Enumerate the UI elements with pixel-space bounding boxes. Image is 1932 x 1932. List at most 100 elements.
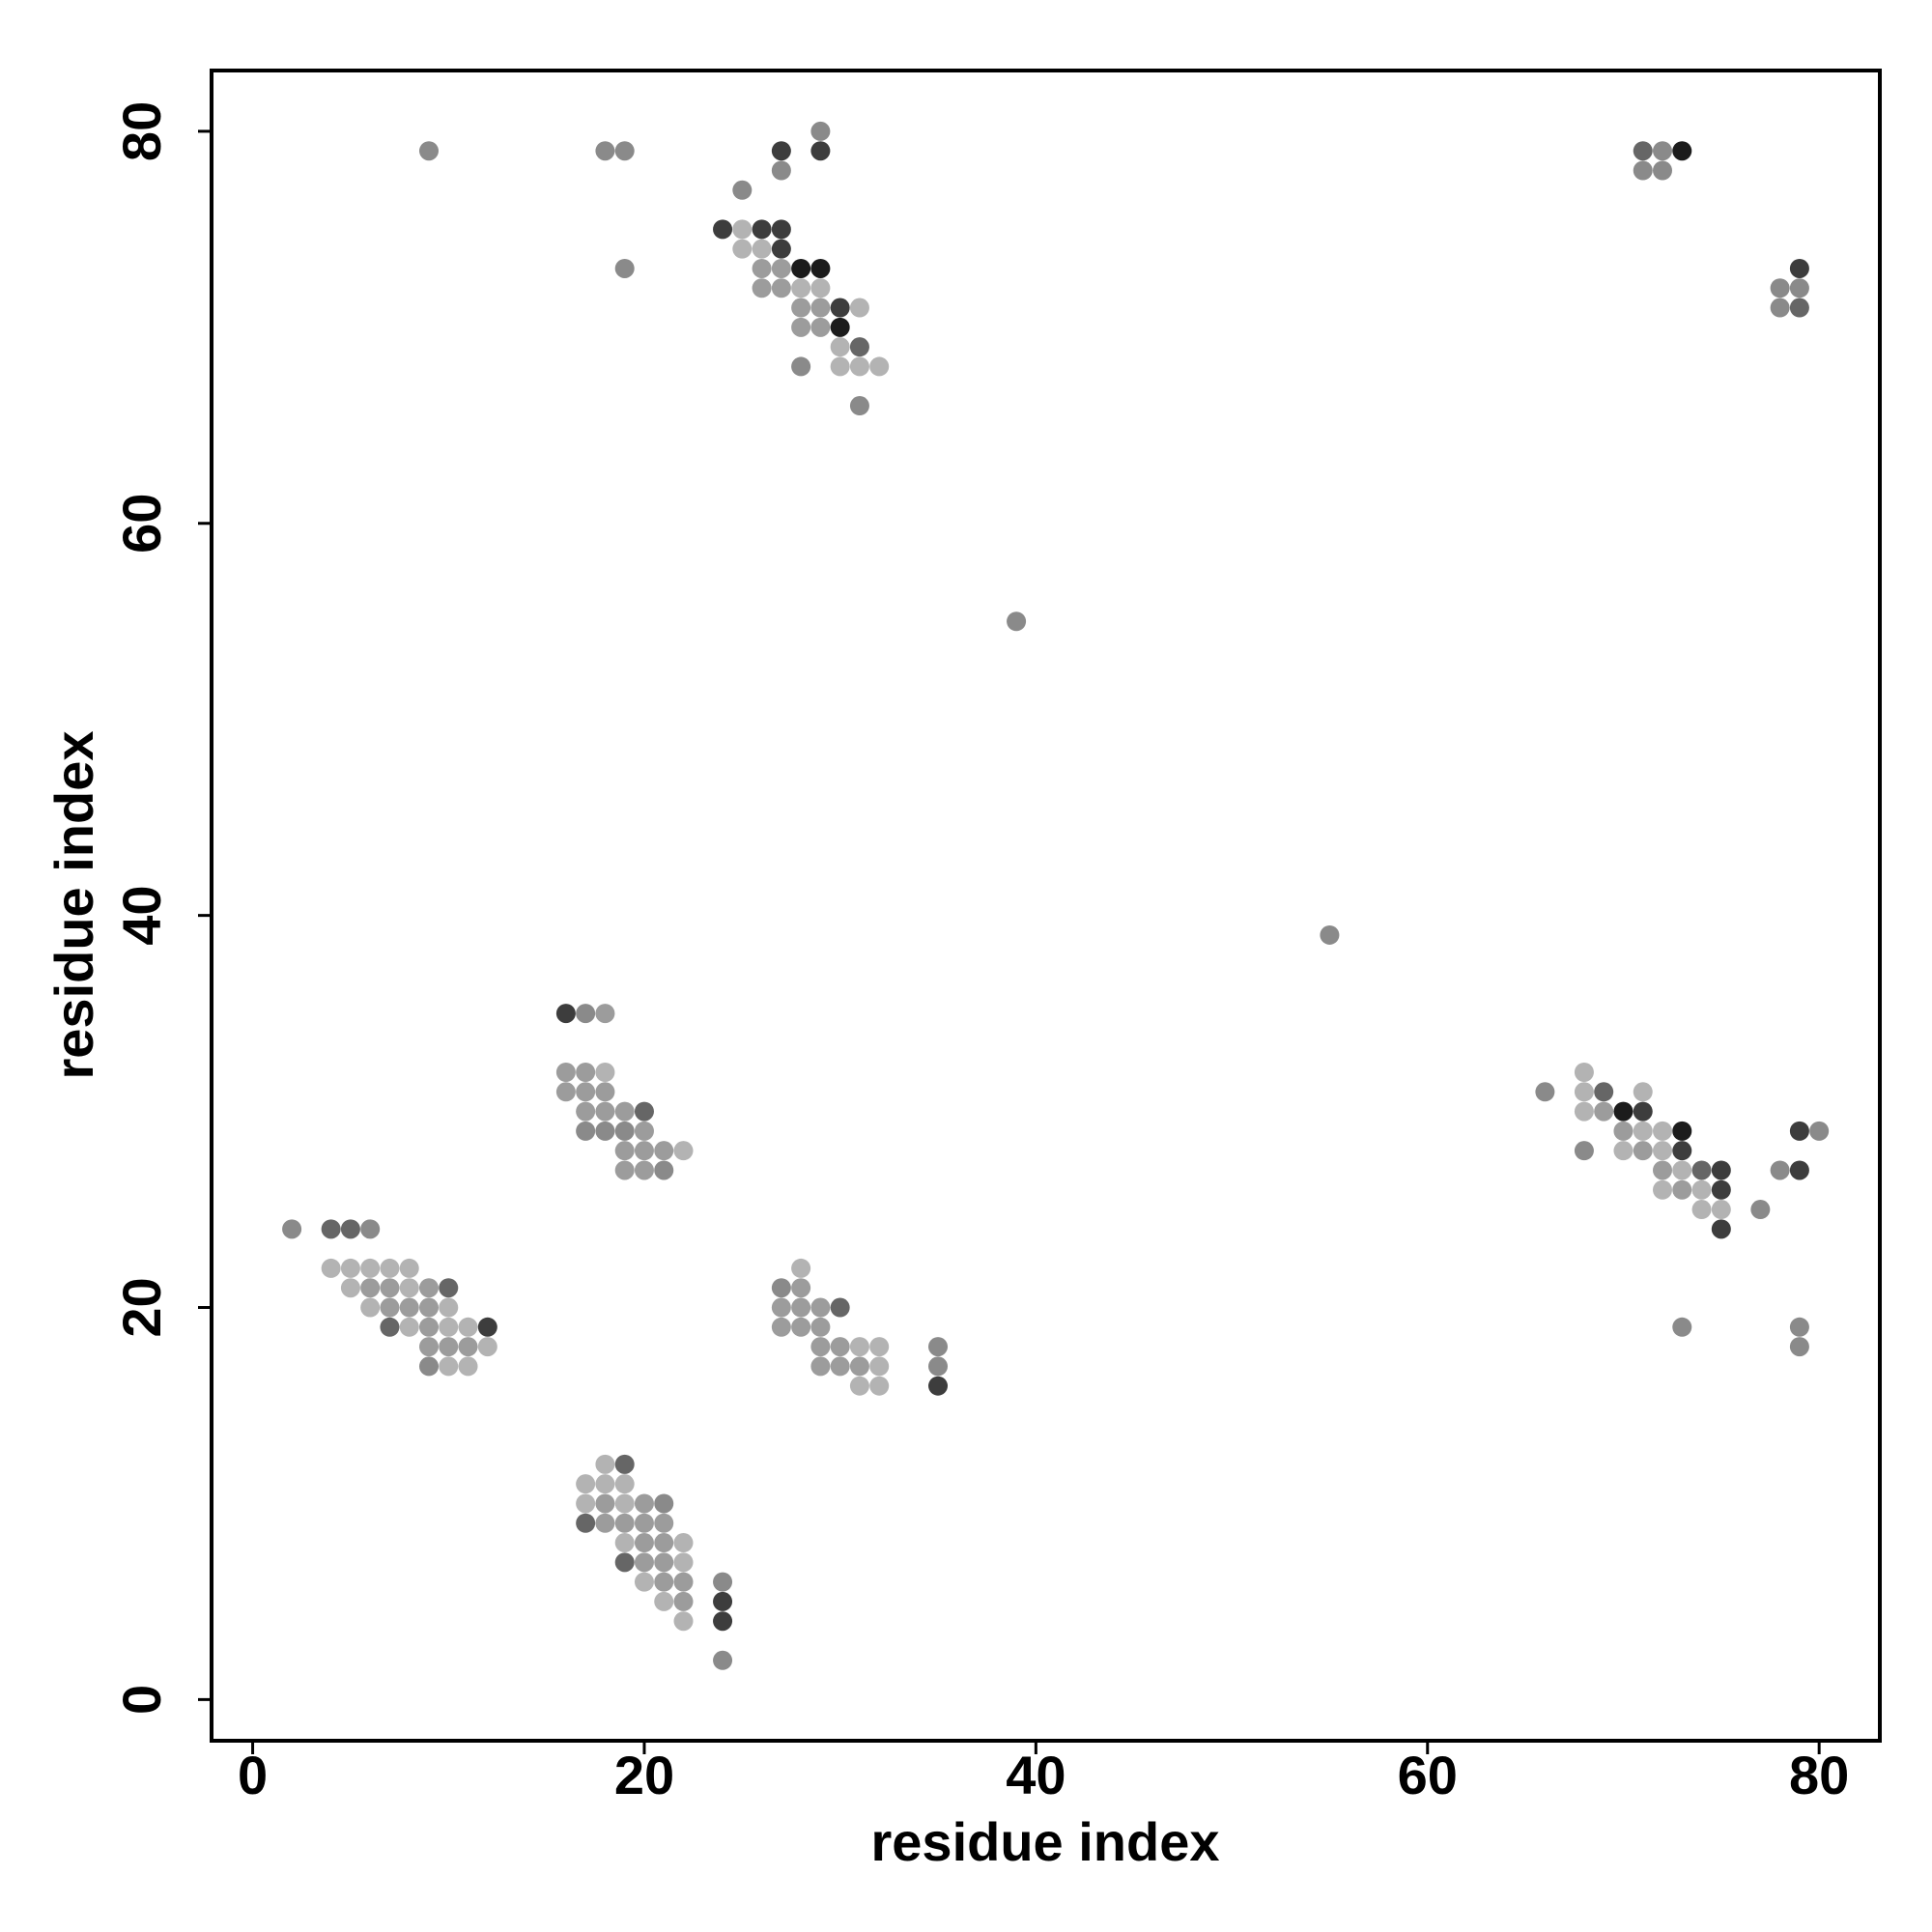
point <box>1672 1317 1692 1337</box>
point <box>1672 1141 1692 1161</box>
point <box>576 1004 596 1024</box>
point <box>1574 1062 1594 1082</box>
point <box>1574 1082 1594 1102</box>
point <box>418 1297 439 1318</box>
point <box>810 258 831 278</box>
point <box>810 1337 831 1357</box>
point <box>1711 1160 1731 1180</box>
point <box>439 1337 459 1357</box>
point <box>791 298 811 318</box>
point <box>1320 924 1340 945</box>
point <box>634 1160 654 1180</box>
point <box>791 1317 811 1337</box>
point <box>1789 258 1809 278</box>
point <box>1633 1082 1653 1102</box>
point <box>321 1219 341 1239</box>
point <box>282 1219 302 1239</box>
point <box>399 1258 419 1278</box>
point <box>360 1278 381 1298</box>
point <box>1672 141 1692 161</box>
point <box>595 1004 615 1024</box>
point <box>849 298 869 318</box>
point <box>810 278 831 298</box>
point <box>1613 1141 1634 1161</box>
point <box>1672 1179 1692 1200</box>
point <box>791 1278 811 1298</box>
point <box>360 1258 381 1278</box>
point <box>849 337 869 357</box>
point <box>713 1650 733 1670</box>
point <box>849 1376 869 1396</box>
point <box>654 1160 674 1180</box>
point <box>810 121 831 141</box>
point <box>1809 1121 1830 1141</box>
point <box>614 1474 635 1494</box>
point <box>1711 1200 1731 1220</box>
x-tick-label: 80 <box>1789 1745 1849 1805</box>
point <box>771 1317 791 1337</box>
point <box>928 1376 949 1396</box>
point <box>1633 160 1653 181</box>
point <box>732 180 753 200</box>
point <box>791 278 811 298</box>
point <box>458 1317 478 1337</box>
point <box>771 160 791 181</box>
point <box>595 1062 615 1082</box>
point <box>439 1317 459 1337</box>
point <box>928 1337 949 1357</box>
point <box>1633 1121 1653 1141</box>
point <box>614 1513 635 1533</box>
point <box>555 1062 576 1082</box>
point <box>458 1337 478 1357</box>
point <box>752 219 772 240</box>
point <box>1633 1101 1653 1122</box>
point <box>1653 1160 1673 1180</box>
point <box>477 1317 497 1337</box>
point <box>791 317 811 337</box>
point <box>830 298 850 318</box>
point <box>614 141 635 161</box>
point <box>595 1474 615 1494</box>
point <box>439 1278 459 1298</box>
point <box>634 1533 654 1553</box>
point <box>654 1533 674 1553</box>
point <box>771 1278 791 1298</box>
point <box>595 1454 615 1474</box>
point <box>752 278 772 298</box>
point <box>555 1082 576 1102</box>
point <box>849 356 869 377</box>
point <box>1672 1121 1692 1141</box>
point <box>771 239 791 259</box>
point <box>399 1278 419 1298</box>
point <box>614 258 635 278</box>
point <box>614 1141 635 1161</box>
point <box>1789 298 1809 318</box>
point <box>1770 1160 1790 1180</box>
point <box>614 1533 635 1553</box>
point <box>654 1552 674 1573</box>
point <box>477 1337 497 1357</box>
point <box>555 1004 576 1024</box>
point <box>713 1591 733 1611</box>
point <box>399 1297 419 1318</box>
point <box>830 1297 850 1318</box>
point <box>673 1141 694 1161</box>
point <box>1594 1101 1614 1122</box>
point <box>732 219 753 240</box>
point <box>1594 1082 1614 1102</box>
point <box>1789 1337 1809 1357</box>
y-tick-label: 40 <box>111 885 172 945</box>
point <box>810 1297 831 1318</box>
point <box>418 1337 439 1357</box>
point <box>830 1337 850 1357</box>
x-tick-label: 40 <box>1006 1745 1065 1805</box>
point <box>869 1356 890 1377</box>
point <box>418 1356 439 1377</box>
point <box>595 1513 615 1533</box>
point <box>810 317 831 337</box>
point <box>849 1356 869 1377</box>
point <box>654 1513 674 1533</box>
point <box>830 1356 850 1377</box>
y-tick-label: 0 <box>111 1685 172 1715</box>
point <box>654 1591 674 1611</box>
